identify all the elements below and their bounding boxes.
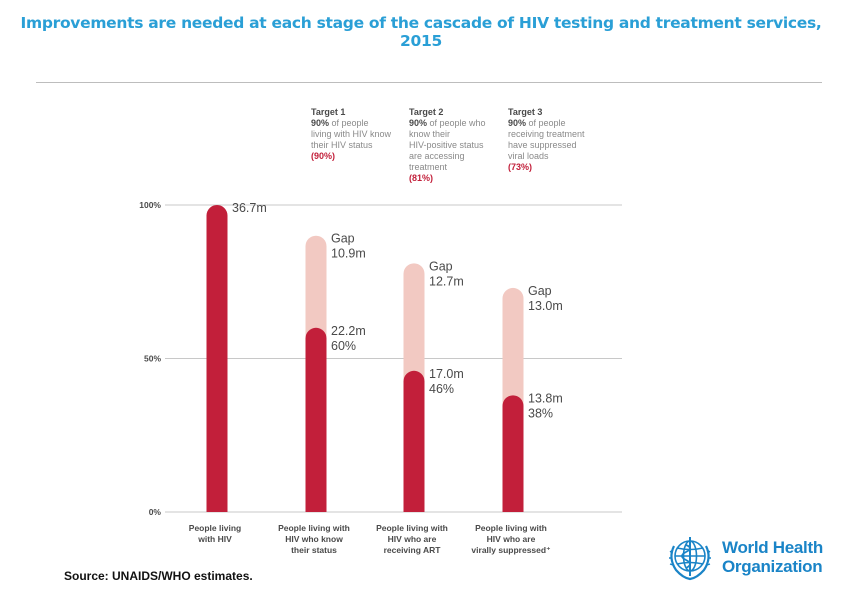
y-tick-label: 50% [144,354,161,364]
achieved-value-label: 17.0m [429,367,464,381]
target-percent-bold: 90% [311,118,329,128]
gap-value-label: Gap [331,232,355,246]
gap-value-label: Gap [429,259,453,273]
target-text: are accessing [409,151,465,161]
gap-value-label: 12.7m [429,274,464,288]
category-label: virally suppressed⁺ [471,545,550,555]
achieved-bar [206,205,228,512]
target-text: 90% of people [508,118,566,128]
target-text: treatment [409,162,448,172]
category-label: receiving ART [384,545,442,555]
target-percent-bold: 90% [508,118,526,128]
category-label: with HIV [197,534,232,544]
target-text: have suppressed [508,140,577,150]
category-label: People living with [278,523,350,533]
achieved-bar [305,327,327,512]
data-labels: 36.7m22.2m60%Gap10.9m17.0m46%Gap12.7m13.… [232,201,563,420]
target-text: know their [409,129,450,139]
target-text: HIV-positive status [409,140,484,150]
target-heading: Target 1 [311,107,345,117]
target-text: 90% of people who [409,118,486,128]
y-tick-label: 100% [139,200,161,210]
slide-title: Improvements are needed at each stage of… [20,14,822,50]
chart-bars [206,205,524,512]
category-label: People living with [475,523,547,533]
source-note: Source: UNAIDS/WHO estimates. [64,569,253,583]
chart-grid: 0% 50% 100% [139,200,622,517]
who-emblem-icon [669,537,711,581]
achieved-value-label: 13.8m [528,391,563,405]
who-name-line1: World Health [722,538,823,557]
target-text-rest: of people [526,118,566,128]
achieved-bar [502,395,524,512]
achieved-value-label: 22.2m [331,324,366,338]
gap-bar [305,235,327,339]
achieved-value-label: 60% [331,339,356,353]
category-label: HIV who know [285,534,343,544]
achieved-value-label: 46% [429,382,454,396]
y-tick-label: 0% [149,507,162,517]
who-name-line2: Organization [722,557,823,576]
category-label: People living with [376,523,448,533]
achieved-value-label: 36.7m [232,201,267,215]
target-text: viral loads [508,151,549,161]
target-heading: Target 2 [409,107,443,117]
gap-bar [403,263,425,382]
target-achieved-pct: (73%) [508,162,532,172]
category-label: HIV who are [487,534,536,544]
target-achieved-pct: (90%) [311,151,335,161]
target-text: receiving treatment [508,129,585,139]
category-label: their status [291,545,337,555]
target-percent-bold: 90% [409,118,427,128]
target-text: 90% of people [311,118,369,128]
target-heading: Target 3 [508,107,542,117]
target-text: their HIV status [311,140,373,150]
target-text: living with HIV know [311,129,392,139]
target-achieved-pct: (81%) [409,173,433,183]
gap-value-label: 10.9m [331,247,366,261]
who-name: World Health Organization [722,538,823,576]
target-text-rest: of people who [427,118,486,128]
who-logo: World Health Organization [664,534,824,582]
gap-bar [502,287,524,406]
achieved-bar [403,370,425,512]
gap-value-label: Gap [528,284,552,298]
title-divider [36,82,822,83]
category-label: HIV who are [388,534,437,544]
category-label: People living [189,523,241,533]
achieved-value-label: 38% [528,406,553,420]
target-text-rest: of people [329,118,369,128]
gap-value-label: 13.0m [528,299,563,313]
